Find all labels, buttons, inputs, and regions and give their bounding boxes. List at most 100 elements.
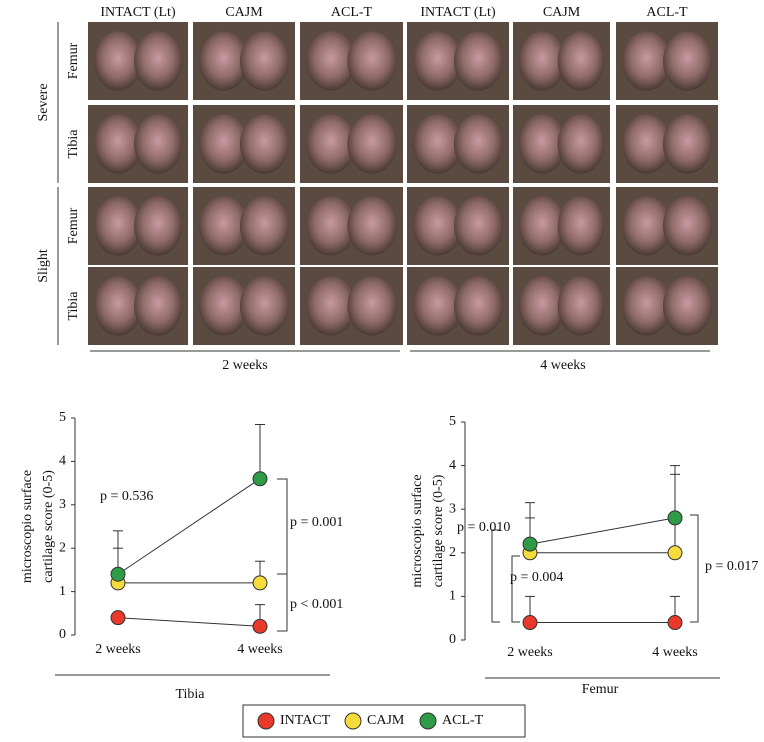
photo-knee bbox=[557, 114, 605, 174]
data-point bbox=[252, 575, 268, 591]
p-value: p = 0.010 bbox=[457, 520, 510, 535]
y-tick-label: 2 bbox=[449, 545, 456, 560]
y-tick-label: 5 bbox=[449, 414, 456, 429]
x-axis-label: Femur bbox=[582, 682, 619, 697]
x-tick-label: 2 weeks bbox=[95, 642, 141, 657]
photo-knee bbox=[94, 276, 142, 336]
legend-label: INTACT bbox=[280, 713, 331, 728]
comparison-bracket bbox=[690, 514, 699, 623]
photo-knee bbox=[239, 196, 289, 256]
photo-knee bbox=[199, 114, 249, 174]
photo-knee bbox=[662, 196, 712, 256]
photo-knee bbox=[134, 114, 182, 174]
photo-knee bbox=[239, 31, 289, 91]
y-tick-label: 3 bbox=[449, 501, 456, 516]
comparison-bracket bbox=[491, 529, 500, 623]
data-point bbox=[110, 566, 126, 582]
photo-knee bbox=[622, 276, 672, 336]
y-tick-label: 0 bbox=[449, 632, 456, 647]
y-tick-label: 5 bbox=[59, 410, 66, 425]
photo-knee bbox=[347, 31, 397, 91]
series-line bbox=[117, 478, 261, 575]
photo-knee bbox=[662, 276, 712, 336]
x-tick-label: 2 weeks bbox=[507, 645, 553, 660]
row-label: Tibia bbox=[66, 129, 81, 159]
comparison-bracket bbox=[511, 555, 520, 623]
photo-knee bbox=[557, 196, 605, 256]
series-line bbox=[529, 517, 676, 545]
photo-knee bbox=[94, 114, 142, 174]
photo-knee bbox=[306, 276, 356, 336]
photo-knee bbox=[347, 114, 397, 174]
photo-knee bbox=[453, 31, 503, 91]
data-point bbox=[667, 510, 683, 526]
photo-knee bbox=[347, 276, 397, 336]
column-header: CAJM bbox=[225, 5, 263, 20]
photo-knee bbox=[134, 196, 182, 256]
y-tick-label: 1 bbox=[59, 584, 66, 599]
photo-knee bbox=[413, 276, 463, 336]
p-value: p = 0.001 bbox=[290, 515, 343, 530]
data-point bbox=[252, 618, 268, 634]
x-tick-label: 4 weeks bbox=[652, 645, 698, 660]
period-label: 4 weeks bbox=[540, 358, 586, 373]
group-label: Severe bbox=[36, 83, 51, 121]
photo-knee bbox=[134, 31, 182, 91]
y-axis-label: cartilage score (0-5) bbox=[431, 474, 446, 587]
photo-knee bbox=[347, 196, 397, 256]
data-point bbox=[252, 471, 268, 487]
photo-knee bbox=[622, 31, 672, 91]
photo-knee bbox=[622, 114, 672, 174]
photo-knee bbox=[622, 196, 672, 256]
photo-knee bbox=[199, 31, 249, 91]
period-label: 2 weeks bbox=[222, 358, 268, 373]
column-header: INTACT (Lt) bbox=[100, 5, 176, 20]
photo-knee bbox=[453, 276, 503, 336]
photo-knee bbox=[239, 114, 289, 174]
data-point bbox=[110, 610, 126, 626]
photo-knee bbox=[518, 196, 566, 256]
legend-box bbox=[242, 704, 526, 738]
photo-knee bbox=[518, 114, 566, 174]
column-header: ACL-T bbox=[331, 5, 373, 20]
group-label: Slight bbox=[36, 249, 51, 283]
data-point bbox=[667, 545, 683, 561]
photo-knee bbox=[306, 196, 356, 256]
photo-knee bbox=[94, 31, 142, 91]
y-tick-label: 2 bbox=[59, 540, 66, 555]
column-header: CAJM bbox=[543, 5, 581, 20]
y-axis-label: microscopio surface bbox=[410, 474, 425, 587]
column-header: ACL-T bbox=[646, 5, 688, 20]
series-line bbox=[117, 617, 261, 627]
y-tick-label: 0 bbox=[59, 627, 66, 642]
photo-knee bbox=[557, 31, 605, 91]
y-tick-label: 3 bbox=[59, 497, 66, 512]
photo-knee bbox=[413, 31, 463, 91]
photo-knee bbox=[306, 114, 356, 174]
y-tick-label: 4 bbox=[59, 454, 66, 469]
photo-knee bbox=[306, 31, 356, 91]
x-axis-label: Tibia bbox=[175, 687, 205, 702]
data-point bbox=[667, 615, 683, 631]
photo-knee bbox=[413, 114, 463, 174]
p-value: p = 0.004 bbox=[510, 570, 563, 585]
photo-knee bbox=[453, 114, 503, 174]
x-tick-label: 4 weeks bbox=[237, 642, 283, 657]
row-label: Femur bbox=[66, 207, 81, 244]
p-value: p < 0.001 bbox=[290, 597, 343, 612]
photo-knee bbox=[239, 276, 289, 336]
data-point bbox=[522, 615, 538, 631]
legend-swatch bbox=[419, 712, 437, 730]
y-axis-label: microscopio surface bbox=[20, 470, 35, 583]
data-point bbox=[522, 536, 538, 552]
photo-knee bbox=[662, 31, 712, 91]
row-label: Femur bbox=[66, 42, 81, 79]
photo-knee bbox=[94, 196, 142, 256]
photo-knee bbox=[199, 196, 249, 256]
legend-swatch bbox=[257, 712, 275, 730]
legend-label: CAJM bbox=[367, 713, 405, 728]
column-header: INTACT (Lt) bbox=[420, 5, 496, 20]
legend-swatch bbox=[344, 712, 362, 730]
photo-knee bbox=[413, 196, 463, 256]
